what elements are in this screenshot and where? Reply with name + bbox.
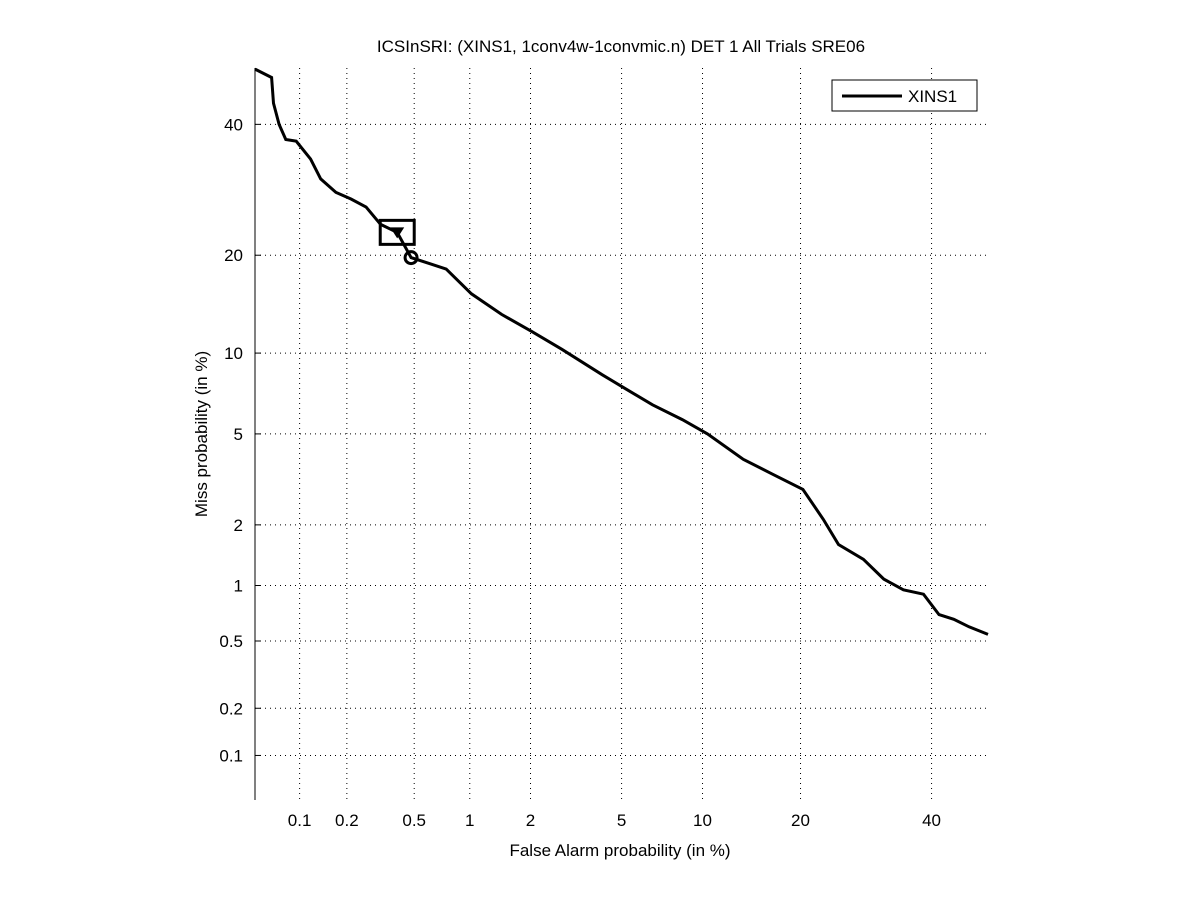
x-tick-label: 1 [465, 811, 474, 830]
markers-layer [378, 218, 419, 266]
y-ticks: 0.1 0.2 0.5 1 2 5 10 20 40 [219, 115, 261, 765]
y-tick-label: 0.5 [219, 632, 243, 651]
series-line-xins1 [254, 67, 989, 636]
x-tick-label: 2 [526, 811, 535, 830]
y-tick-label: 0.1 [219, 746, 243, 765]
x-tick-label: 5 [617, 811, 626, 830]
chart-title: ICSInSRI: (XINS1, 1conv4w-1convmic.n) DE… [377, 37, 865, 56]
x-tick-label: 20 [791, 811, 810, 830]
grid [255, 68, 988, 800]
x-tick-label: 0.5 [402, 811, 426, 830]
legend: XINS1 [831, 79, 978, 112]
x-tick-label: 10 [693, 811, 712, 830]
min-dcf-point-circle [403, 250, 419, 266]
x-tick-label: 40 [922, 811, 941, 830]
operating-point-box [378, 218, 416, 246]
x-axis-label: False Alarm probability (in %) [509, 841, 730, 860]
legend-label-xins1: XINS1 [908, 87, 957, 106]
x-ticks: 0.1 0.2 0.5 1 2 5 10 20 40 [288, 811, 941, 830]
series-layer [254, 67, 989, 636]
y-axis-label: Miss probability (in %) [192, 351, 211, 517]
x-tick-label: 0.2 [335, 811, 359, 830]
operating-point-triangle [390, 227, 405, 239]
y-tick-label: 20 [224, 246, 243, 265]
legend-box [831, 79, 978, 112]
y-tick-label: 2 [234, 516, 243, 535]
y-tick-label: 0.2 [219, 699, 243, 718]
y-tick-label: 1 [234, 577, 243, 596]
x-tick-label: 0.1 [288, 811, 312, 830]
y-tick-label: 5 [234, 425, 243, 444]
y-tick-label: 10 [224, 344, 243, 363]
y-tick-label: 40 [224, 115, 243, 134]
